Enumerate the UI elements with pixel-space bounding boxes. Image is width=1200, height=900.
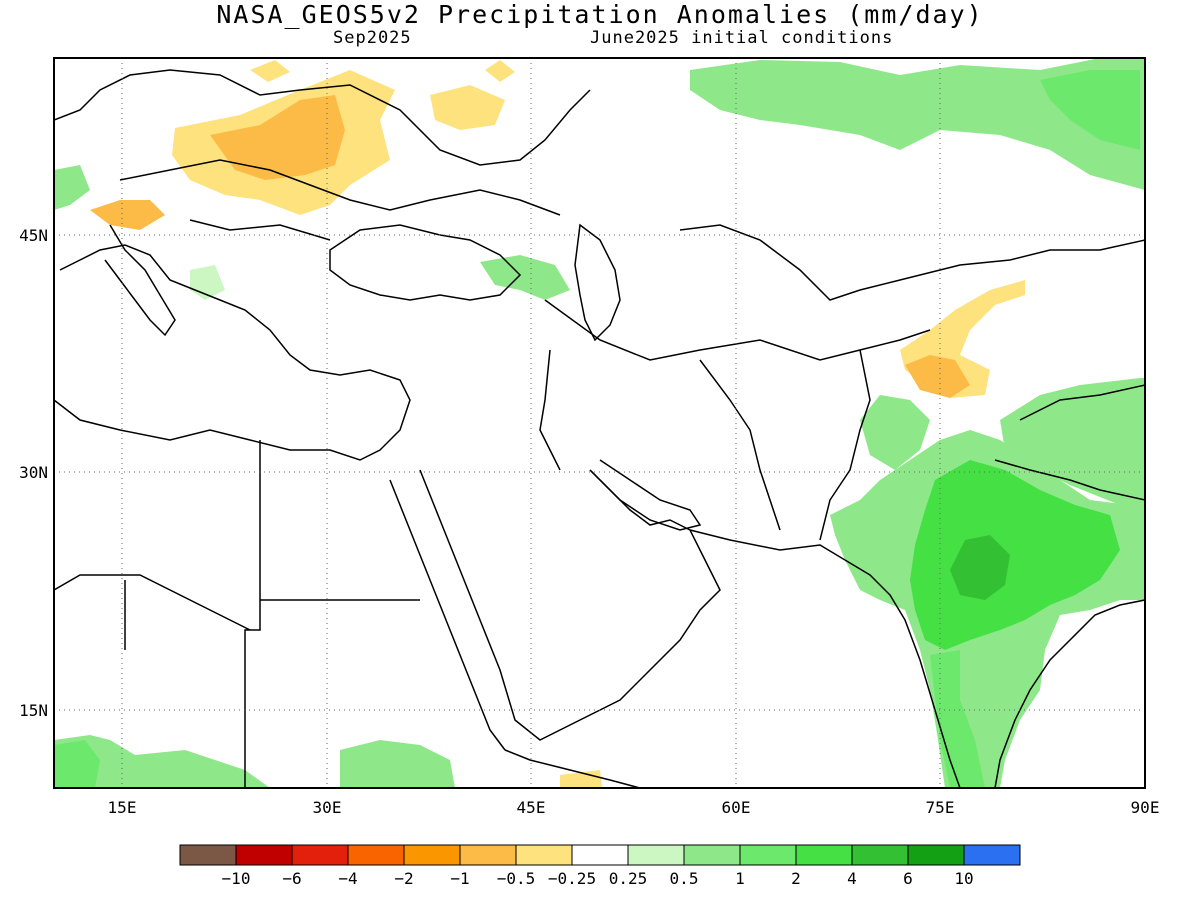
colorbar-swatch-12 bbox=[851, 844, 909, 866]
dry-anomaly-kashmir-core bbox=[905, 355, 970, 398]
init-conditions-label: June2025 initial conditions bbox=[590, 28, 894, 48]
wet-anomaly-horn bbox=[340, 740, 455, 788]
lon-tick-45: 45E bbox=[517, 798, 546, 817]
dry-anomaly-north bbox=[250, 60, 290, 82]
india-coast-east bbox=[994, 599, 1145, 788]
colorbar-swatch-3 bbox=[347, 844, 405, 866]
border-lines-d bbox=[994, 384, 1145, 501]
colorbar-label-0: −10 bbox=[222, 869, 251, 888]
colorbar-label-3: −2 bbox=[394, 869, 413, 888]
lon-tick-75: 75E bbox=[926, 798, 955, 817]
colorbar-label-8: 0.5 bbox=[670, 869, 699, 888]
wet-anomaly-india-max bbox=[950, 535, 1010, 600]
wet-anomaly-iberia-edge bbox=[54, 165, 90, 210]
colorbar-swatch-8 bbox=[627, 844, 685, 866]
colorbar-label-13: 10 bbox=[954, 869, 973, 888]
colorbar-swatch-7 bbox=[571, 844, 629, 866]
coastlines-borders bbox=[54, 69, 1145, 788]
anomaly-shading bbox=[54, 58, 1145, 788]
colorbar-swatch-14 bbox=[963, 844, 1021, 866]
wet-anomaly-ghats bbox=[930, 650, 985, 788]
iran-pakistan-coast bbox=[689, 529, 846, 561]
wet-anomaly-africa-sw bbox=[54, 735, 270, 788]
persian-gulf-coast bbox=[589, 459, 702, 531]
lat-tick-45: 45N bbox=[19, 226, 48, 245]
colorbar-label-12: 6 bbox=[903, 869, 913, 888]
colorbar-swatch-13 bbox=[907, 844, 965, 866]
wet-anomaly-siberia-core bbox=[1040, 70, 1140, 150]
colorbar-label-10: 2 bbox=[791, 869, 801, 888]
border-lines-c bbox=[539, 349, 871, 541]
dry-anomaly-baltic bbox=[430, 85, 505, 130]
colorbar-label-9: 1 bbox=[735, 869, 745, 888]
colorbar-label-7: 0.25 bbox=[609, 869, 648, 888]
dry-anomaly-europe-core bbox=[210, 95, 345, 180]
border-lines-a bbox=[54, 440, 420, 788]
lon-tick-90: 90E bbox=[1131, 798, 1160, 817]
lon-tick-30: 30E bbox=[313, 798, 342, 817]
italy-coast bbox=[104, 224, 176, 337]
map-title: NASA_GEOS5v2 Precipitation Anomalies (mm… bbox=[216, 0, 984, 29]
caspian-sea-coast bbox=[574, 223, 621, 342]
colorbar-swatch-1 bbox=[235, 844, 293, 866]
colorbar-label-2: −4 bbox=[338, 869, 357, 888]
wet-anomaly-caucasus bbox=[480, 255, 570, 300]
colorbar-swatch-2 bbox=[291, 844, 349, 866]
europe-coastline bbox=[54, 69, 591, 166]
arabian-coast bbox=[419, 469, 721, 741]
dry-anomaly-alps bbox=[90, 200, 165, 230]
colorbar-swatch-9 bbox=[683, 844, 741, 866]
colorbar-swatch-6 bbox=[515, 844, 573, 866]
red-sea-coast bbox=[389, 479, 506, 751]
colorbar-label-6: −0.25 bbox=[548, 869, 596, 888]
colorbar-label-1: −6 bbox=[282, 869, 301, 888]
india-coast-west bbox=[844, 559, 961, 788]
colorbar-label-4: −1 bbox=[450, 869, 469, 888]
black-sea-coast bbox=[329, 224, 522, 301]
lat-tick-30: 30N bbox=[19, 463, 48, 482]
border-lines-e bbox=[119, 159, 561, 241]
wet-anomaly-india-core bbox=[910, 460, 1120, 650]
gridlines bbox=[54, 58, 1145, 788]
colorbar-label-5: −0.5 bbox=[497, 869, 536, 888]
valid-month-label: Sep2025 bbox=[333, 28, 412, 48]
wet-anomaly-africa-sw-core bbox=[54, 740, 100, 788]
africa-horn-coast bbox=[504, 749, 641, 788]
wet-anomaly-pakistan bbox=[860, 395, 930, 470]
colorbar-swatch-0 bbox=[179, 844, 237, 866]
dry-anomaly-arabian-sea bbox=[560, 770, 602, 788]
wet-anomaly-siberia bbox=[690, 58, 1145, 190]
lon-tick-15: 15E bbox=[108, 798, 137, 817]
lat-tick-15: 15N bbox=[19, 701, 48, 720]
colorbar-swatch-4 bbox=[403, 844, 461, 866]
colorbar: −10 −6 −4 −2 −1 −0.5 −0.25 0.25 0.5 1 2 4 6 10 bbox=[179, 844, 1021, 888]
colorbar-swatch-11 bbox=[795, 844, 853, 866]
plot-frame bbox=[53, 57, 1146, 789]
border-lines-b bbox=[544, 224, 1145, 361]
lon-tick-60: 60E bbox=[722, 798, 751, 817]
colorbar-label-11: 4 bbox=[847, 869, 857, 888]
colorbar-swatch-5 bbox=[459, 844, 517, 866]
dry-anomaly-north-2 bbox=[485, 60, 515, 82]
wet-anomaly-tibet bbox=[1000, 378, 1145, 520]
mediterranean-coast bbox=[54, 244, 411, 461]
colorbar-swatch-10 bbox=[739, 844, 797, 866]
